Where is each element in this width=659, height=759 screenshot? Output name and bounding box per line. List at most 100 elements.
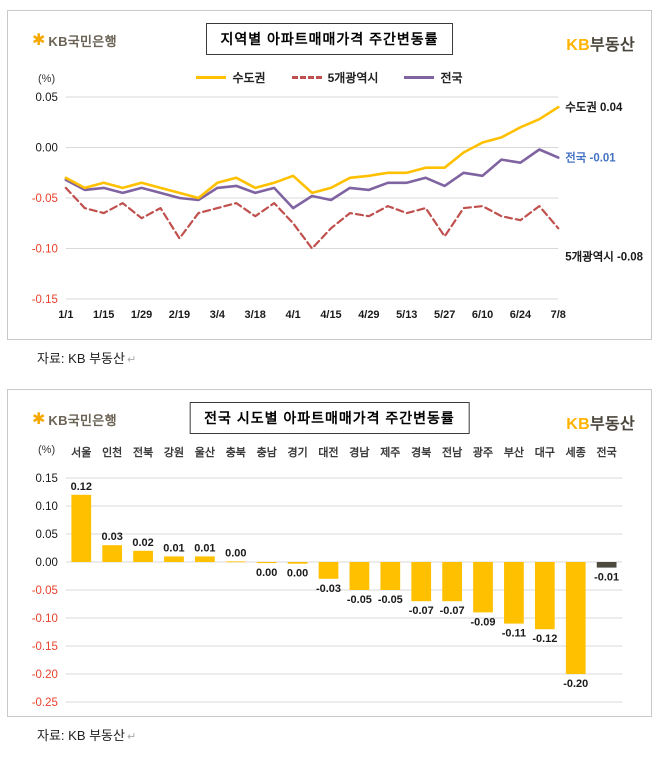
category-label: 경남 <box>349 445 369 459</box>
bar <box>349 562 370 590</box>
legend-label: 5개광역시 <box>327 71 379 85</box>
bar <box>411 562 432 602</box>
kb-bank-name: KB국민은행 <box>48 34 117 49</box>
kb-real-estate-brand-2: KB부동산 <box>566 410 635 434</box>
bar <box>225 561 246 563</box>
bar-value-label: -0.05 <box>378 594 403 606</box>
kb-real-estate-brand: KB부동산 <box>566 31 635 55</box>
bar-value-label: 0.03 <box>102 531 123 543</box>
legend-item-five-metro-cities: 5개광역시 <box>291 69 379 86</box>
category-label: 서울 <box>71 445 91 459</box>
series-end-label-nationwide: 전국 -0.01 <box>565 151 616 165</box>
category-label: 인천 <box>102 445 122 459</box>
series-line-nationwide <box>64 148 560 210</box>
sido-weekly-change-bar-chart: 0.15 0.10 0.05 0.00 -0.05 -0.10 -0.15 -0.20 -0.2… <box>32 445 623 709</box>
y-tick-label: 0.10 <box>36 501 58 513</box>
brand-suffix-text: 부동산 <box>589 416 635 433</box>
regional-line-chart-card: ✱ KB국민은행 지역별 아파트매매가격 주간변동률 KB부동산 수도권 5개광역… <box>7 10 652 340</box>
bar <box>287 562 308 564</box>
series-end-label-metro-area: 수도권 0.04 <box>565 101 623 114</box>
bar-value-label: -0.12 <box>532 633 557 645</box>
bar-value-label: -0.01 <box>594 572 619 584</box>
legend-label: 수도권 <box>232 71 266 85</box>
bar-value-label: -0.11 <box>502 628 526 640</box>
bar <box>596 562 617 568</box>
bar-value-label: 0.01 <box>163 542 184 554</box>
category-label: 경기 <box>288 445 308 459</box>
bar-value-label: 0.01 <box>194 542 215 554</box>
bar-value-label: 0.00 <box>225 547 246 559</box>
category-label: 충북 <box>226 445 246 459</box>
y-tick-label: 0.00 <box>36 557 58 569</box>
category-label: 대전 <box>318 445 338 459</box>
x-tick-label: 1/1 <box>58 309 73 321</box>
chart2-header: ✱ KB국민은행 전국 시도별 아파트매매가격 주간변동률 KB부동산 <box>8 402 651 436</box>
bar <box>504 562 524 624</box>
bar-value-label: 0.00 <box>256 567 277 579</box>
series-end-label-five-metro-cities: 5개광역시 -0.08 <box>565 250 643 264</box>
y-tick-label: -0.15 <box>32 641 58 653</box>
category-label: 대구 <box>535 445 555 459</box>
y-tick-label: -0.25 <box>32 697 58 709</box>
bar <box>133 550 153 562</box>
legend-label: 전국 <box>440 71 463 85</box>
y-tick-label: -0.10 <box>32 243 58 255</box>
bar-value-label: -0.05 <box>347 594 372 606</box>
y-tick-label: -0.20 <box>32 669 58 681</box>
bar <box>195 556 215 562</box>
bar-value-label: 0.12 <box>71 481 92 493</box>
category-label: 부산 <box>504 445 524 459</box>
category-label: 경북 <box>411 445 431 459</box>
bar-value-label: 0.02 <box>132 537 153 549</box>
y-tick-label: -0.05 <box>32 585 58 597</box>
bar-value-label: -0.20 <box>563 678 588 690</box>
kb-star-icon: ✱ <box>32 410 46 428</box>
bar <box>565 562 586 674</box>
legend-line-sample <box>404 76 435 79</box>
kb-kookmin-bank-logo: ✱ KB국민은행 <box>32 31 117 50</box>
y-tick-label: -0.05 <box>32 193 58 205</box>
y-tick-label: 0.15 <box>36 473 58 485</box>
chart1-title: 지역별 아파트매매가격 주간변동률 <box>205 23 454 55</box>
category-label: 전남 <box>442 445 462 459</box>
bar <box>102 545 123 562</box>
bar-value-label: -0.09 <box>471 616 496 628</box>
y-tick-label: 0.00 <box>36 142 58 154</box>
bar-value-label: -0.03 <box>316 583 341 595</box>
x-tick-label: 3/4 <box>210 309 226 321</box>
brand-kb-text: KB <box>566 37 590 54</box>
y-tick-label: 0.05 <box>36 92 58 104</box>
x-tick-label: 5/13 <box>396 309 417 321</box>
chart1-unit-label: (%) <box>38 73 56 85</box>
x-tick-label: 4/15 <box>320 309 341 321</box>
bar-value-label: -0.07 <box>409 605 434 617</box>
legend-line-sample <box>196 76 227 79</box>
chart2-unit-label: (%) <box>38 444 56 456</box>
bar <box>71 494 92 562</box>
category-label: 강원 <box>164 445 184 459</box>
kb-kookmin-bank-logo-2: ✱ KB국민은행 <box>32 410 117 429</box>
chart2-title: 전국 시도별 아파트매매가격 주간변동률 <box>189 402 470 434</box>
category-label: 전북 <box>133 445 153 459</box>
x-tick-label: 4/29 <box>358 309 379 321</box>
legend-line-sample <box>291 76 322 79</box>
bar <box>164 556 184 562</box>
category-label: 충남 <box>257 445 277 459</box>
bar-value-label: 0.00 <box>287 568 308 580</box>
brand-kb-text: KB <box>566 416 590 433</box>
brand-suffix-text: 부동산 <box>589 37 635 54</box>
source-note-1: 자료: KB 부동산 ↵ <box>37 348 659 367</box>
bar <box>534 562 555 630</box>
x-tick-label: 1/29 <box>131 309 152 321</box>
y-tick-label: -0.10 <box>32 613 58 625</box>
bar <box>380 562 401 590</box>
x-tick-label: 7/8 <box>551 309 566 321</box>
paragraph-mark-icon: ↵ <box>126 731 137 743</box>
legend-item-nationwide: 전국 <box>404 69 463 86</box>
source-text-2: 자료: KB 부동산 <box>37 728 125 743</box>
sido-bar-chart-card: ✱ KB국민은행 전국 시도별 아파트매매가격 주간변동률 KB부동산 (%) … <box>7 389 652 717</box>
chart1-legend: 수도권 5개광역시 전국 <box>8 69 651 86</box>
y-tick-label: -0.15 <box>32 294 58 306</box>
bar <box>318 562 339 579</box>
